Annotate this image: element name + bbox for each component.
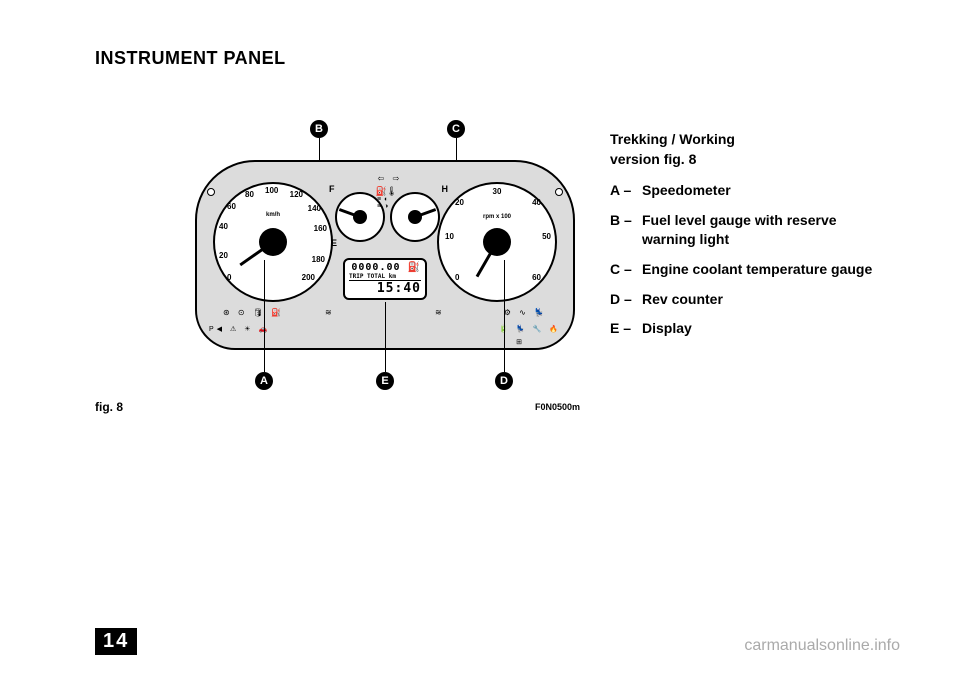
speedo-140: 140 bbox=[308, 204, 321, 213]
speedo-200: 200 bbox=[302, 273, 315, 282]
instrument-panel-diagram: B C 0 20 40 60 80 100 120 140 160 180 20… bbox=[195, 120, 575, 390]
tach-10: 10 bbox=[445, 232, 454, 241]
clock-value: 15:40 bbox=[349, 280, 421, 296]
callout-b: B bbox=[310, 120, 328, 138]
tachometer-gauge: 0 10 20 30 40 50 60 rpm x 100 bbox=[437, 182, 557, 302]
warning-lights-bottom-right2: ⊞ bbox=[516, 338, 525, 346]
legend-item-b: B – Fuel level gauge with reserve warnin… bbox=[610, 211, 890, 250]
warning-lights-center2: ≋ bbox=[435, 308, 445, 317]
tachometer-center bbox=[483, 228, 511, 256]
speedo-40: 40 bbox=[219, 222, 228, 231]
figure-label: fig. 8 bbox=[95, 400, 123, 414]
callout-d: D bbox=[495, 372, 513, 390]
fuel-f: F bbox=[329, 184, 335, 194]
callout-e: E bbox=[376, 372, 394, 390]
tach-20: 20 bbox=[455, 198, 464, 207]
temp-h: H bbox=[442, 184, 449, 194]
legend-letter-d: D – bbox=[610, 290, 642, 310]
legend-letter-c: C – bbox=[610, 260, 642, 280]
tach-30: 30 bbox=[493, 187, 502, 196]
legend: Trekking / Working version fig. 8 A – Sp… bbox=[610, 130, 890, 349]
tach-50: 50 bbox=[542, 232, 551, 241]
odometer-value: 0000.00 ⛽ bbox=[349, 262, 421, 273]
legend-item-e: E – Display bbox=[610, 319, 890, 339]
speedo-80: 80 bbox=[245, 190, 254, 199]
trip-label: TRIP TOTAL km bbox=[349, 273, 421, 280]
callout-e-line bbox=[385, 302, 386, 372]
screw-right-icon bbox=[555, 188, 563, 196]
legend-item-c: C – Engine coolant temperature gauge bbox=[610, 260, 890, 280]
legend-text-a: Speedometer bbox=[642, 181, 890, 201]
watermark: carmanualsonline.info bbox=[744, 637, 900, 655]
speedo-0: 0 bbox=[227, 273, 231, 282]
speedo-20: 20 bbox=[219, 251, 228, 260]
legend-text-b: Fuel level gauge with reserve warning li… bbox=[642, 211, 890, 250]
fuel-center bbox=[353, 210, 367, 224]
speedo-160: 160 bbox=[314, 224, 327, 233]
legend-item-d: D – Rev counter bbox=[610, 290, 890, 310]
callout-d-line bbox=[504, 260, 505, 372]
callout-a-line bbox=[264, 260, 265, 372]
legend-heading: Trekking / Working version fig. 8 bbox=[610, 130, 890, 169]
temp-center bbox=[408, 210, 422, 224]
speedo-120: 120 bbox=[290, 190, 303, 199]
legend-letter-b: B – bbox=[610, 211, 642, 250]
legend-item-a: A – Speedometer bbox=[610, 181, 890, 201]
page-title: INSTRUMENT PANEL bbox=[95, 48, 286, 69]
legend-text-e: Display bbox=[642, 319, 890, 339]
speedometer-center bbox=[259, 228, 287, 256]
speedo-180: 180 bbox=[312, 255, 325, 264]
warning-lights-bottom-left: P◀ ⚠ ☀ 🚗 bbox=[209, 325, 270, 333]
screw-left-icon bbox=[207, 188, 215, 196]
tach-60: 60 bbox=[532, 273, 541, 282]
warning-lights-right: ⚙ ∿ 💺 bbox=[504, 308, 547, 317]
speedo-60: 60 bbox=[227, 202, 236, 211]
temp-gauge: H C 🌡 bbox=[390, 192, 440, 242]
figure-code: F0N0500m bbox=[535, 402, 580, 412]
legend-letter-e: E – bbox=[610, 319, 642, 339]
fuel-e: E bbox=[331, 238, 337, 248]
tach-0: 0 bbox=[455, 273, 459, 282]
speedometer-gauge: 0 20 40 60 80 100 120 140 160 180 200 km… bbox=[213, 182, 333, 302]
speedo-100: 100 bbox=[265, 186, 278, 195]
center-display: 0000.00 ⛽ TRIP TOTAL km 15:40 bbox=[343, 258, 427, 300]
page-number: 14 bbox=[95, 628, 137, 655]
legend-letter-a: A – bbox=[610, 181, 642, 201]
tach-40: 40 bbox=[532, 198, 541, 207]
tach-unit: rpm x 100 bbox=[483, 214, 511, 220]
beam-icons: ≡◐≡◑ bbox=[377, 196, 391, 210]
warning-lights-center: ≋ bbox=[325, 308, 335, 317]
callout-a: A bbox=[255, 372, 273, 390]
top-indicators: ⇦ ⇨ bbox=[360, 174, 420, 183]
warning-lights-bottom-right: 🔋 💺 🔧 🔥 bbox=[499, 325, 561, 333]
speedo-unit: km/h bbox=[266, 212, 280, 218]
display-fuel-icon: ⛽ bbox=[408, 262, 421, 273]
callout-c: C bbox=[447, 120, 465, 138]
warning-lights-left: ⊛ ⊙ 🛢 ⛽ bbox=[223, 308, 284, 317]
legend-text-d: Rev counter bbox=[642, 290, 890, 310]
legend-text-c: Engine coolant temperature gauge bbox=[642, 260, 890, 280]
